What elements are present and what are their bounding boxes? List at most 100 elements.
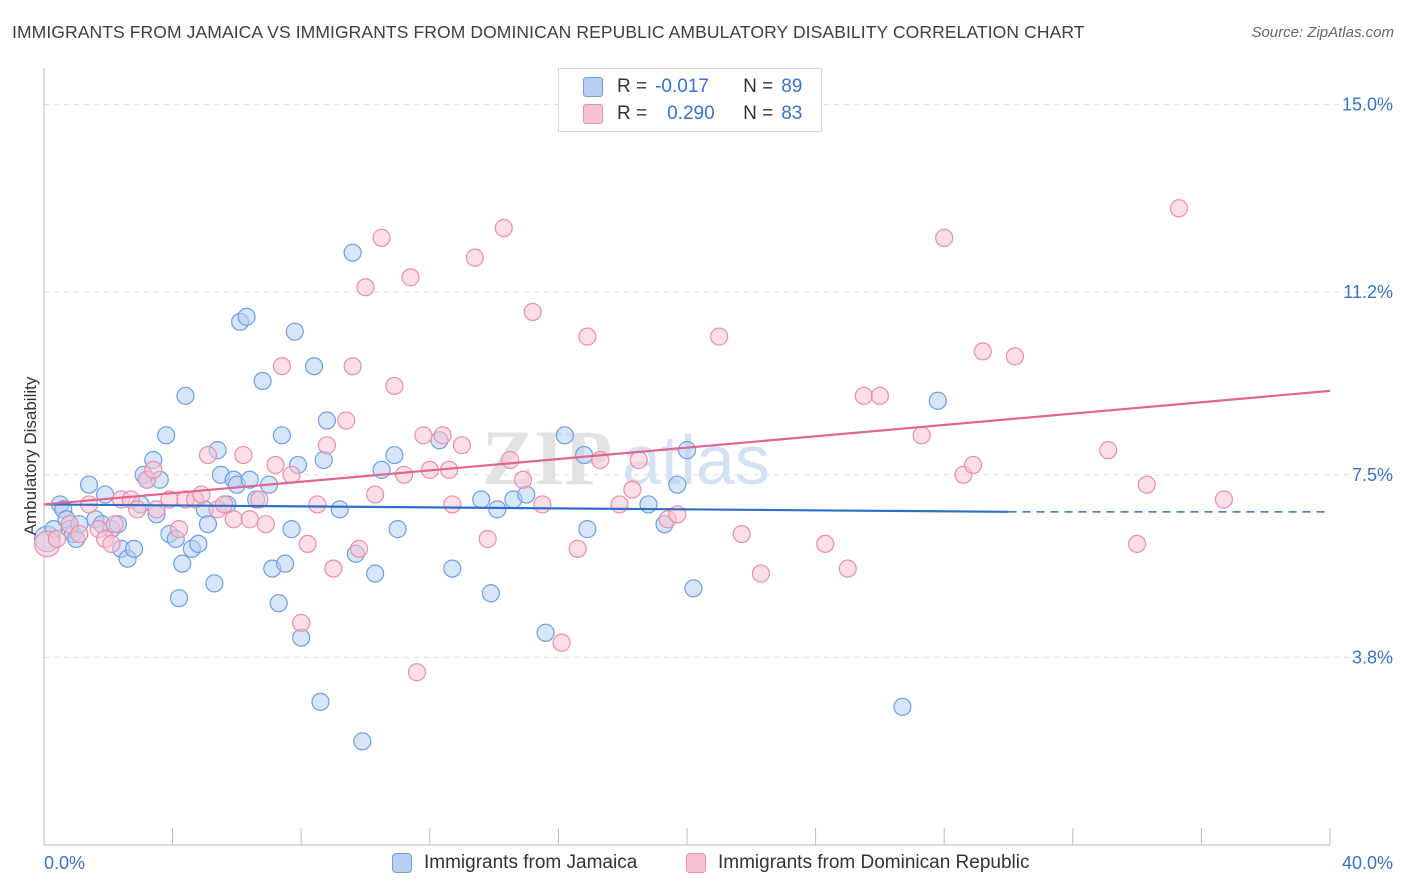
legend-swatch-dominican [686, 853, 706, 873]
y-tick-label: 3.8% [1352, 647, 1393, 667]
source-label: Source: ZipAtlas.com [1251, 24, 1394, 41]
legend-item-jamaica[interactable]: Immigrants from Jamaica [392, 852, 637, 874]
jamaica-point [282, 520, 301, 539]
legend-swatch-jamaica [392, 853, 412, 873]
dominican-point [414, 426, 433, 445]
dominican-point [198, 445, 218, 465]
jamaica-point [173, 554, 192, 573]
jamaica-point [330, 500, 349, 519]
dominican-point [964, 455, 983, 475]
dominican-point [102, 534, 121, 554]
dominican-point [478, 529, 497, 549]
dominican-point [494, 218, 513, 238]
jamaica-point [343, 243, 362, 262]
y-tick-label: 11.2% [1343, 282, 1393, 302]
dominican-point [356, 278, 375, 297]
jamaica-point [269, 594, 288, 613]
dominican-point [610, 495, 629, 514]
jamaica-point [385, 445, 404, 465]
y-tick-label: 7.5% [1352, 465, 1393, 485]
jamaica-point [639, 495, 658, 514]
dominican-point [105, 515, 124, 534]
jamaica-point [276, 554, 295, 573]
dominican-point [234, 445, 253, 465]
dominican-swatch [583, 104, 603, 124]
dominican-point [1127, 534, 1147, 554]
stats-row-dominican: R = 0.290 N = 83 [583, 101, 802, 127]
r-label: R = [617, 103, 648, 124]
dominican-point [1137, 475, 1156, 494]
dominican-point [751, 564, 771, 583]
dominican-point [552, 633, 571, 652]
n-label: N = [743, 76, 774, 97]
jamaica-point [668, 475, 687, 494]
dominican-point [465, 248, 484, 267]
jamaica-point [124, 539, 144, 558]
jamaica-point [488, 500, 507, 519]
stats-row-jamaica: R = -0.017 N = 89 [583, 74, 802, 100]
jamaica-point [317, 411, 337, 430]
axis-layer: 3.8% 7.5% 11.2% 15.0% [43, 68, 1393, 846]
trend-layer [43, 389, 1331, 513]
jamaica-point [253, 371, 272, 391]
dominican-point [292, 613, 311, 632]
y-tick-label: 15.0% [1342, 95, 1393, 115]
dominican-point [629, 450, 648, 470]
jamaica-point [677, 441, 697, 460]
jamaica-point [157, 426, 176, 445]
jamaica-point [472, 490, 491, 509]
jamaica-point [304, 357, 324, 376]
legend-label-jamaica: Immigrants from Jamaica [424, 852, 638, 873]
points-layer [33, 199, 1234, 751]
dominican-point [337, 411, 356, 430]
dominican-point [1214, 490, 1234, 509]
jamaica-point [240, 470, 259, 489]
dominican-point [385, 376, 404, 396]
dominican-point [214, 495, 234, 514]
jamaica-trend-line [43, 503, 1009, 513]
jamaica-point [388, 520, 407, 539]
dominican-r-value: 0.290 [667, 103, 715, 124]
dominican-point [192, 485, 211, 504]
jamaica-point [443, 559, 462, 578]
jamaica-point [189, 534, 208, 554]
legend-label-dominican: Immigrants from Dominican Republic [718, 852, 1030, 873]
jamaica-point [684, 579, 703, 598]
jamaica-n-value: 89 [781, 76, 803, 97]
dominican-point [224, 510, 243, 529]
jamaica-point [311, 692, 330, 711]
jamaica-point [893, 697, 912, 716]
x-min-label: 0.0% [44, 853, 85, 873]
legend-item-dominican[interactable]: Immigrants from Dominican Republic [686, 852, 1030, 874]
dominican-point [324, 559, 343, 578]
jamaica-point [928, 391, 947, 410]
dominican-point [250, 490, 269, 509]
dominican-point [47, 529, 66, 549]
jamaica-point [575, 445, 594, 465]
jamaica-point [481, 584, 500, 603]
dominican-point [513, 470, 533, 489]
dominican-point [732, 524, 751, 544]
jamaica-point [198, 515, 218, 534]
dominican-point [349, 539, 369, 558]
dominican-point [568, 539, 587, 558]
jamaica-point [366, 564, 385, 583]
jamaica-point [555, 426, 574, 445]
chart-title: IMMIGRANTS FROM JAMAICA VS IMMIGRANTS FR… [12, 22, 1085, 42]
dominican-point [169, 520, 189, 539]
dominican-point [298, 534, 317, 554]
jamaica-point [578, 520, 597, 539]
dominican-n-value: 83 [781, 103, 803, 124]
dominican-point [266, 455, 285, 475]
dominican-point [973, 342, 992, 361]
dominican-point [394, 465, 414, 484]
dominican-point [854, 386, 873, 405]
grid-layer [44, 104, 1392, 658]
jamaica-point [353, 732, 372, 751]
dominican-point [816, 534, 835, 554]
jamaica-point [169, 589, 189, 608]
dominican-point [452, 436, 472, 455]
dominican-point [317, 436, 337, 455]
dominican-point [501, 450, 520, 470]
